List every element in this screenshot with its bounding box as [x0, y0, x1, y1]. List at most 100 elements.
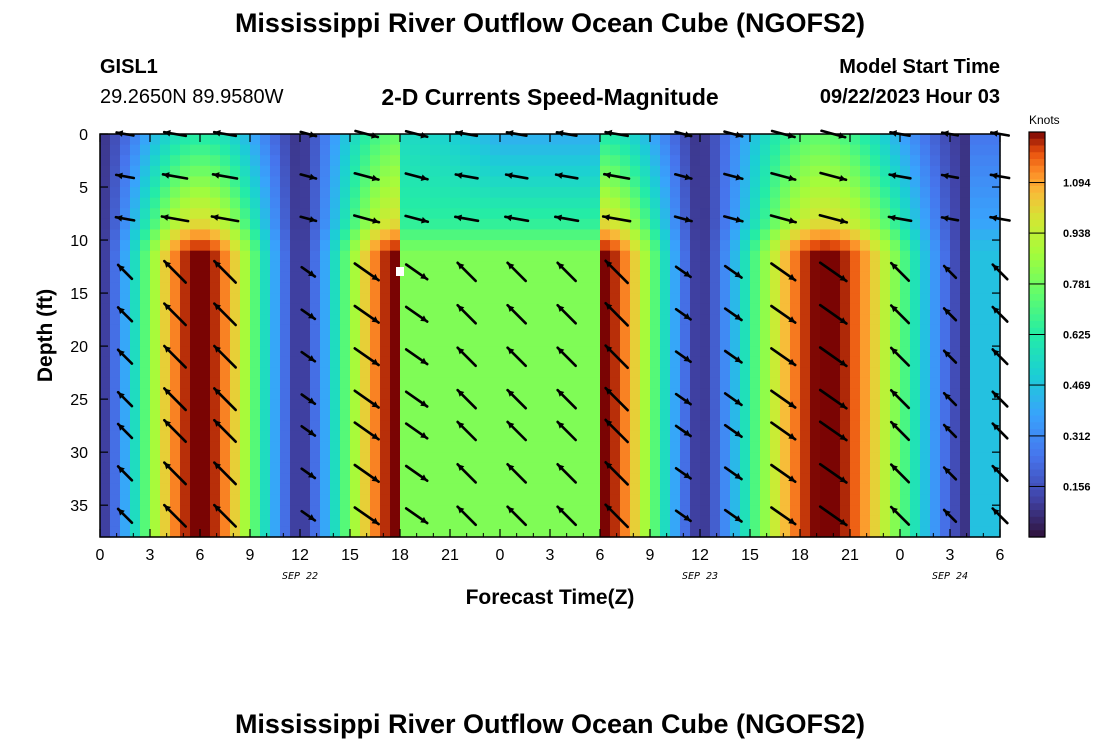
heatmap-cell — [940, 293, 951, 305]
heatmap-cell — [570, 271, 581, 284]
heatmap-cell — [360, 218, 371, 231]
heatmap-cell — [120, 240, 131, 252]
heatmap-cell — [440, 176, 451, 188]
heatmap-cell — [280, 134, 291, 146]
heatmap-cell — [420, 165, 431, 178]
heatmap-cell — [900, 388, 911, 400]
heatmap-cell — [420, 388, 431, 400]
heatmap-cell — [430, 377, 441, 390]
heatmap-cell — [400, 462, 411, 474]
heatmap-cell — [130, 483, 141, 496]
heatmap-cell — [250, 335, 261, 347]
heatmap-cell — [480, 250, 491, 262]
heatmap-cell — [300, 452, 311, 464]
heatmap-cell — [340, 293, 351, 305]
heatmap-cell — [940, 197, 951, 209]
heatmap-cell — [660, 324, 671, 337]
heatmap-cell — [370, 303, 381, 315]
heatmap-cell — [510, 452, 521, 464]
heatmap-cell — [120, 187, 131, 199]
heatmap-cell — [590, 187, 601, 199]
heatmap-cell — [830, 261, 841, 273]
heatmap-cell — [110, 229, 121, 241]
heatmap-cell — [120, 409, 131, 421]
heatmap-cell — [620, 134, 631, 146]
heatmap-cell — [980, 144, 991, 156]
heatmap-cell — [330, 346, 341, 358]
vector-head — [214, 346, 221, 353]
vector-head — [684, 216, 692, 223]
heatmap-cell — [590, 420, 601, 432]
heatmap-cell — [950, 377, 961, 390]
heatmap-cell — [410, 452, 421, 464]
heatmap-cell — [370, 452, 381, 464]
heatmap-cell — [740, 420, 751, 432]
heatmap-cell — [340, 197, 351, 209]
vector-head — [557, 305, 565, 312]
heatmap-cell — [220, 208, 231, 220]
heatmap-cell — [440, 388, 451, 400]
heatmap-cell — [750, 314, 761, 326]
heatmap-cell — [600, 356, 611, 368]
heatmap-cell — [180, 441, 191, 453]
heatmap-cell — [180, 526, 191, 538]
vector-head — [840, 217, 847, 225]
heatmap-cell — [450, 282, 461, 294]
heatmap-cell — [680, 176, 691, 188]
vector-head — [839, 476, 847, 483]
heatmap-cell — [290, 473, 301, 485]
heatmap-cell — [200, 261, 211, 273]
heatmap-cell — [870, 505, 881, 517]
heatmap-cell — [260, 462, 271, 474]
heatmap-cell — [680, 208, 691, 220]
heatmap-cell — [550, 229, 561, 241]
vector-head — [420, 357, 428, 365]
heatmap-cell — [830, 494, 841, 506]
heatmap-cell — [390, 134, 401, 146]
heatmap-cell — [100, 399, 111, 411]
heatmap-cell — [310, 187, 321, 199]
heatmap-cell — [770, 293, 781, 305]
heatmap-cell — [350, 282, 361, 294]
heatmap-cell — [510, 282, 521, 294]
heatmap-cell — [200, 377, 211, 390]
heatmap-cell — [100, 515, 111, 527]
vector-head — [839, 402, 847, 409]
current-vector — [887, 214, 913, 223]
heatmap-cell — [910, 420, 921, 432]
heatmap-cell — [630, 197, 641, 209]
heatmap-cell — [560, 483, 571, 496]
heatmap-cell — [160, 134, 171, 146]
vector-head — [371, 433, 379, 440]
heatmap-cell — [290, 271, 301, 284]
heatmap-cell — [890, 335, 901, 347]
heatmap-cell — [280, 176, 291, 188]
heatmap-cell — [920, 452, 931, 464]
heatmap-cell — [160, 430, 171, 443]
heatmap-cell — [380, 462, 391, 474]
heatmap-cell — [290, 335, 301, 347]
heatmap-cell — [680, 462, 691, 474]
heatmap-cell — [390, 356, 401, 368]
heatmap-cell — [420, 462, 431, 474]
heatmap-cell — [620, 399, 631, 411]
heatmap-cell — [220, 377, 231, 390]
heatmap-cell — [610, 409, 621, 421]
heatmap-cell — [280, 420, 291, 432]
heatmap-cell — [330, 441, 341, 453]
heatmap-cell — [170, 155, 181, 167]
heatmap-cell — [980, 346, 991, 358]
heatmap-cell — [680, 399, 691, 411]
heatmap-cell — [780, 314, 791, 326]
heatmap-cell — [470, 494, 481, 506]
heatmap-cell — [630, 165, 641, 178]
heatmap-cell — [600, 505, 611, 517]
heatmap-cell — [450, 134, 461, 146]
heatmap-cell — [590, 388, 601, 400]
heatmap-cell — [930, 335, 941, 347]
heatmap-cell — [220, 367, 231, 379]
heatmap-cell — [140, 155, 151, 167]
current-vector — [213, 344, 237, 369]
